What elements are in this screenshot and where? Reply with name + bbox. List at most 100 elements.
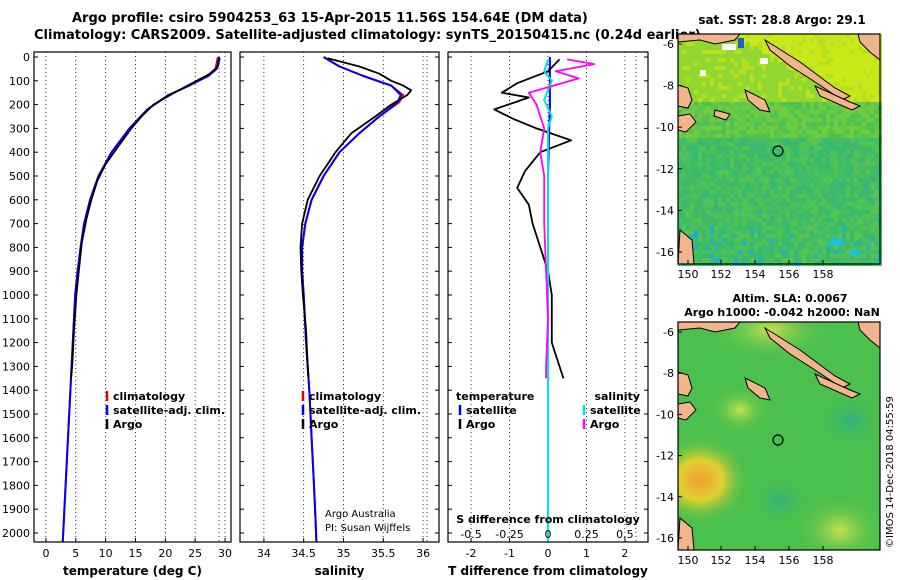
sst-cell	[834, 174, 838, 178]
sst-cell	[746, 74, 750, 78]
sst-cell	[694, 146, 698, 150]
sst-cell	[822, 162, 826, 166]
sst-cell	[834, 254, 838, 258]
sst-cell	[802, 110, 806, 114]
sst-cell	[734, 106, 738, 110]
sst-cell	[706, 122, 710, 126]
sst-cell	[830, 198, 834, 202]
sst-cell	[826, 242, 830, 246]
sst-cell	[702, 234, 706, 238]
sst-cell	[854, 198, 858, 202]
sst-cell	[794, 86, 798, 90]
sst-cell	[738, 66, 742, 70]
sst-cell	[826, 194, 830, 198]
sst-cell	[858, 130, 862, 134]
sst-cell	[690, 230, 694, 234]
sst-cell	[770, 146, 774, 150]
sst-cell	[798, 126, 802, 130]
sst-cell	[810, 142, 814, 146]
sst-cell	[866, 234, 870, 238]
sst-cell	[818, 210, 822, 214]
sst-cell	[774, 106, 778, 110]
sst-cell	[782, 154, 786, 158]
sst-cell	[766, 210, 770, 214]
sst-cell	[790, 146, 794, 150]
sst-cell	[834, 122, 838, 126]
sst-cell	[690, 142, 694, 146]
sst-cell	[794, 34, 798, 38]
sst-map: sat. SST: 28.8 Argo: 29.1 150 152 154 156 15…	[656, 13, 882, 281]
sst-cell	[746, 142, 750, 146]
sst-cell	[758, 70, 762, 74]
y-tick-label: 1300	[2, 360, 30, 373]
sst-cell	[762, 94, 766, 98]
sst-cell	[830, 50, 834, 54]
sst-cell	[742, 242, 746, 246]
sst-cell	[774, 62, 778, 66]
sst-cell	[714, 122, 718, 126]
sst-cell	[790, 162, 794, 166]
sst-cell	[778, 230, 782, 234]
sst-cell	[818, 178, 822, 182]
sst-cell	[834, 78, 838, 82]
sst-cell	[726, 74, 730, 78]
sst-cell	[698, 66, 702, 70]
sst-cell	[774, 114, 778, 118]
sst-cell	[858, 74, 862, 78]
sst-cell	[842, 170, 846, 174]
sst-cell	[762, 202, 766, 206]
sst-cell	[734, 50, 738, 54]
sst-cell	[770, 82, 774, 86]
sst-cell	[714, 234, 718, 238]
sst-cell	[814, 58, 818, 62]
sst-cell	[690, 170, 694, 174]
sst-cell	[778, 114, 782, 118]
sst-cell	[706, 182, 710, 186]
sst-cell	[862, 146, 866, 150]
sst-cell	[806, 222, 810, 226]
sst-cell	[742, 58, 746, 62]
sst-cell	[846, 218, 850, 222]
sst-cell	[762, 214, 766, 218]
sst-cell	[798, 258, 802, 262]
sst-cell	[858, 242, 862, 246]
series-line-argo	[299, 57, 413, 379]
sst-cell	[746, 206, 750, 210]
sst-cell	[774, 146, 778, 150]
sst-cell	[686, 234, 690, 238]
sst-cell	[854, 238, 858, 242]
sst-cell	[722, 78, 726, 82]
plot-frame	[239, 51, 440, 543]
sst-cell	[798, 218, 802, 222]
sst-cell	[770, 222, 774, 226]
sst-cell	[690, 102, 694, 106]
sst-cell	[826, 34, 830, 38]
sst-cell	[710, 46, 714, 50]
sst-cell	[802, 190, 806, 194]
sst-cell	[682, 230, 686, 234]
sst-cell	[862, 254, 866, 258]
sst-cell	[678, 194, 682, 198]
sst-cell	[758, 146, 762, 150]
sst-cell	[742, 50, 746, 54]
sst-cell	[802, 166, 806, 170]
sst-cell	[842, 178, 846, 182]
sst-cell	[738, 174, 742, 178]
sst-cell	[778, 258, 782, 262]
sst-cell	[794, 162, 798, 166]
sst-cell	[678, 58, 682, 62]
sst-cell	[854, 138, 858, 142]
sst-cell	[762, 218, 766, 222]
sst-cell	[822, 110, 826, 114]
sst-cell	[810, 202, 814, 206]
sst-cell	[678, 50, 682, 54]
sst-cell	[790, 70, 794, 74]
sst-cell	[714, 162, 718, 166]
sst-cell	[726, 202, 730, 206]
sst-cell	[766, 194, 770, 198]
sst-cell	[702, 214, 706, 218]
sst-cell	[766, 114, 770, 118]
sst-cell	[806, 134, 810, 138]
sst-cell	[778, 202, 782, 206]
sst-cell	[810, 106, 814, 110]
